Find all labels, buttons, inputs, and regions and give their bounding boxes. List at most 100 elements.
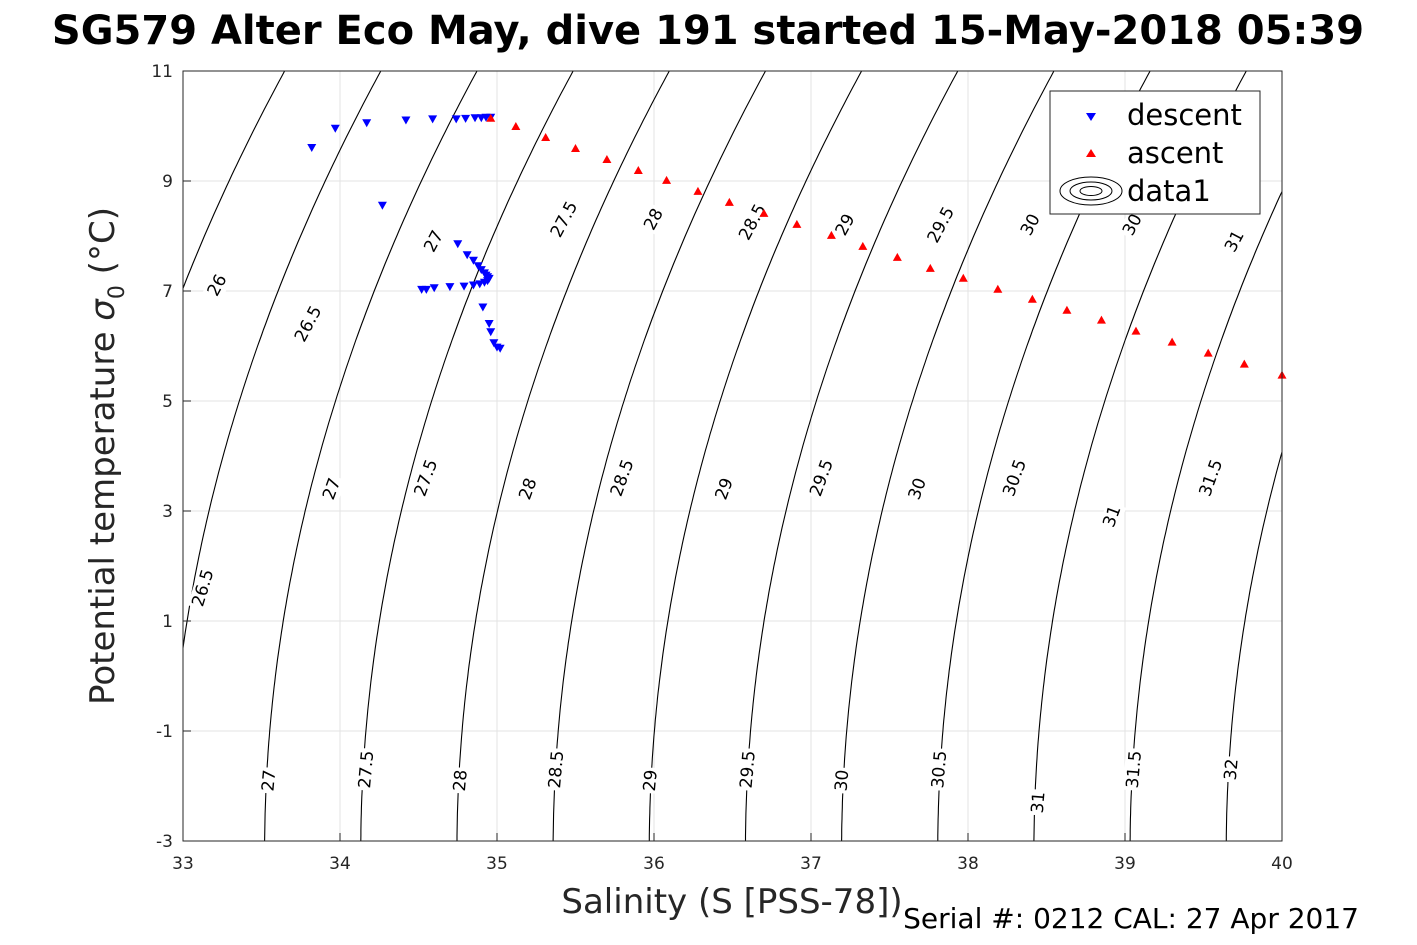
x-axis-label: Salinity (S [PSS-78]) — [561, 882, 902, 922]
contour-label-bg — [1194, 454, 1228, 502]
descent-point — [478, 303, 488, 312]
contour-label-bg — [514, 473, 543, 505]
descent-point — [330, 124, 340, 133]
descent-point — [417, 285, 427, 294]
ascent-point — [1239, 359, 1249, 368]
serial-calibration-footer: Serial #: 0212 CAL: 27 Apr 2017 — [903, 902, 1359, 935]
contour-label: 32 — [1221, 758, 1243, 781]
descent-point — [362, 119, 372, 128]
contour-label-bg — [1118, 208, 1148, 242]
descent-series — [307, 113, 505, 353]
legend-contour-icon — [1059, 176, 1123, 206]
x-tick-label: 36 — [643, 854, 665, 874]
isopycnal-28.5 — [552, 71, 766, 841]
descent-point — [470, 114, 480, 123]
contour-label-bg — [187, 565, 220, 611]
ascent-point — [792, 219, 802, 228]
contour-label-bg — [1220, 225, 1250, 258]
ascent-point — [1131, 326, 1141, 335]
contour-label-bg — [1015, 208, 1046, 242]
y-axis-label-unit: (°C) — [83, 207, 123, 274]
contour-label: 27.5 — [355, 750, 378, 789]
contour-label: 29.5 — [737, 750, 760, 789]
contour-label-bg — [258, 766, 281, 795]
plot-frame — [182, 70, 1283, 842]
ascent-point — [1203, 348, 1213, 357]
ascent-point — [1062, 305, 1072, 314]
descent-point — [401, 116, 411, 125]
isopycnal-26.5 — [183, 71, 382, 652]
y-tick-label: 11 — [151, 62, 173, 82]
ascent-series — [486, 113, 1287, 379]
y-tick-label: -3 — [156, 832, 173, 852]
ascent-point — [958, 273, 968, 282]
contour-label-bg — [831, 766, 854, 795]
contour-label: 28.5 — [545, 750, 568, 789]
descent-point — [468, 281, 478, 290]
ascent-point — [693, 186, 703, 195]
isopycnal-27 — [264, 71, 478, 841]
y-axis-label-subscript: 0 — [105, 285, 130, 299]
contour-label-bg — [545, 196, 584, 243]
y-axis-label-text: Potential temperature — [83, 332, 123, 705]
descent-point — [459, 282, 469, 291]
contour-label-bg — [1027, 788, 1050, 817]
ascent-point — [724, 197, 734, 206]
ascent-point — [541, 133, 551, 141]
descent-point — [475, 280, 485, 289]
x-tick-label: 35 — [486, 854, 508, 874]
isopycnal-31.5 — [1129, 190, 1282, 841]
contour-label: 28 — [450, 769, 472, 792]
ascent-point — [993, 284, 1003, 293]
contour-label: 31.5 — [1123, 750, 1146, 789]
contour-label-bg — [419, 225, 450, 258]
isopycnal-29 — [648, 71, 863, 841]
isopycnal-32 — [1225, 449, 1282, 841]
isopycnal-28 — [456, 71, 670, 841]
contour-label-bg — [805, 454, 839, 502]
contour-label: 29 — [640, 769, 662, 792]
descent-point — [377, 201, 387, 210]
descent-point — [468, 256, 478, 265]
contour-label: 31 — [1028, 791, 1050, 814]
legend: descent ascent data1 — [1049, 90, 1261, 215]
chart-title: SG579 Alter Eco May, dive 191 started 15… — [52, 8, 1364, 54]
y-axis-label-symbol: σ — [83, 298, 123, 321]
ascent-point — [662, 175, 672, 184]
y-tick-label: 1 — [162, 612, 173, 632]
contour-label: 30 — [831, 769, 853, 792]
contour-label-bg — [1122, 747, 1147, 792]
ascent-point — [602, 155, 612, 163]
ascent-point — [858, 241, 868, 250]
descent-point — [445, 283, 455, 292]
x-tick-label: 34 — [329, 854, 351, 874]
ascent-point — [1167, 337, 1177, 346]
ascent-point — [892, 252, 902, 261]
contour-label-bg — [318, 473, 346, 505]
contour-label-bg — [927, 747, 952, 792]
descent-point — [486, 328, 496, 337]
contour-label-bg — [544, 747, 569, 792]
y-axis-label: Potential temperature σ0 (°C) — [83, 207, 130, 705]
descent-point — [428, 115, 438, 124]
descent-point — [451, 115, 461, 124]
descent-point — [429, 284, 439, 293]
x-tick-label: 39 — [1114, 854, 1136, 874]
contour-label-bg — [998, 454, 1032, 502]
contour-label-bg — [710, 473, 739, 505]
legend-ascent-label: ascent — [1127, 136, 1223, 170]
ascent-point — [571, 144, 580, 152]
contour-label-bg — [449, 766, 472, 795]
y-tick-label: 7 — [162, 282, 173, 302]
legend-box — [1049, 90, 1261, 215]
legend-data1-label: data1 — [1127, 174, 1211, 208]
contour-label-bg — [1220, 755, 1243, 784]
ascent-point — [925, 263, 935, 272]
ascent-point — [826, 230, 836, 239]
contour-label: 30.5 — [928, 750, 951, 789]
legend-descent-marker — [1086, 113, 1096, 121]
y-tick-label: 3 — [162, 502, 173, 522]
contour-label-bg — [202, 269, 233, 302]
ascent-point — [633, 166, 643, 174]
